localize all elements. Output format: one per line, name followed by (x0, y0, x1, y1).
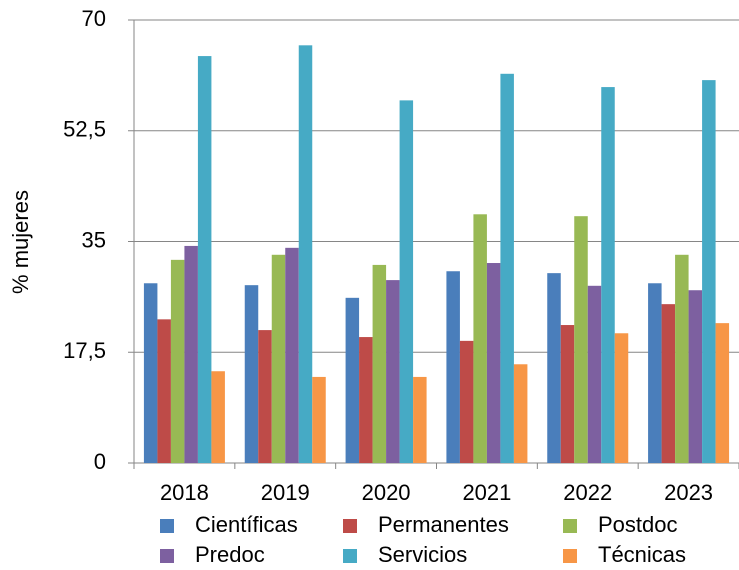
legend-swatch (343, 549, 357, 563)
bar (574, 216, 588, 463)
bar (473, 214, 487, 463)
bar (715, 323, 730, 463)
bar (614, 333, 629, 463)
x-tick-label: 2019 (261, 480, 310, 505)
bar (271, 254, 286, 463)
bar (560, 325, 575, 463)
x-tick-label: 2022 (563, 480, 612, 505)
bar (285, 247, 299, 463)
bar (486, 263, 501, 463)
bar (298, 45, 313, 464)
legend-label: Técnicas (598, 542, 686, 567)
legend-label: Predoc (195, 542, 265, 567)
x-tick-label: 2023 (664, 480, 713, 505)
legend-label: Permanentes (378, 512, 509, 537)
y-tick-label: 70 (82, 6, 106, 31)
bar (675, 254, 689, 463)
bar (413, 376, 427, 463)
bar (459, 340, 474, 463)
bar (359, 337, 373, 463)
bar (157, 319, 171, 463)
legend-label: Servicios (378, 542, 467, 567)
bar (345, 297, 360, 463)
bar (688, 290, 703, 463)
bar (547, 273, 561, 463)
bar (702, 80, 716, 463)
bar (312, 376, 326, 463)
y-tick-label: 35 (82, 227, 106, 252)
legend-swatch (563, 549, 577, 563)
bar (143, 283, 158, 463)
legend-label: Postdoc (598, 512, 678, 537)
x-tick-label: 2020 (362, 480, 411, 505)
legend-swatch (160, 549, 174, 563)
legend-swatch (160, 519, 174, 533)
bar (601, 87, 615, 463)
bar (386, 280, 400, 463)
y-tick-label: 17,5 (63, 338, 106, 363)
bar (446, 271, 460, 463)
bar (648, 283, 662, 463)
y-tick-label: 52,5 (63, 117, 106, 142)
bar (197, 56, 212, 464)
legend-swatch (343, 519, 357, 533)
y-axis-label: % mujeres (8, 190, 33, 294)
bar (211, 371, 225, 463)
x-tick-label: 2021 (462, 480, 511, 505)
bar (184, 245, 198, 463)
y-tick-label: 0 (94, 449, 106, 474)
bar (661, 304, 676, 463)
bar (399, 100, 414, 463)
bar (258, 330, 272, 463)
legend-label: Científicas (195, 512, 298, 537)
bar (587, 285, 602, 463)
legend-swatch (563, 519, 577, 533)
bar (500, 73, 514, 464)
bar (244, 285, 259, 463)
bar (513, 364, 528, 463)
bar (170, 259, 185, 463)
x-tick-label: 2018 (160, 480, 209, 505)
bar (372, 264, 387, 463)
